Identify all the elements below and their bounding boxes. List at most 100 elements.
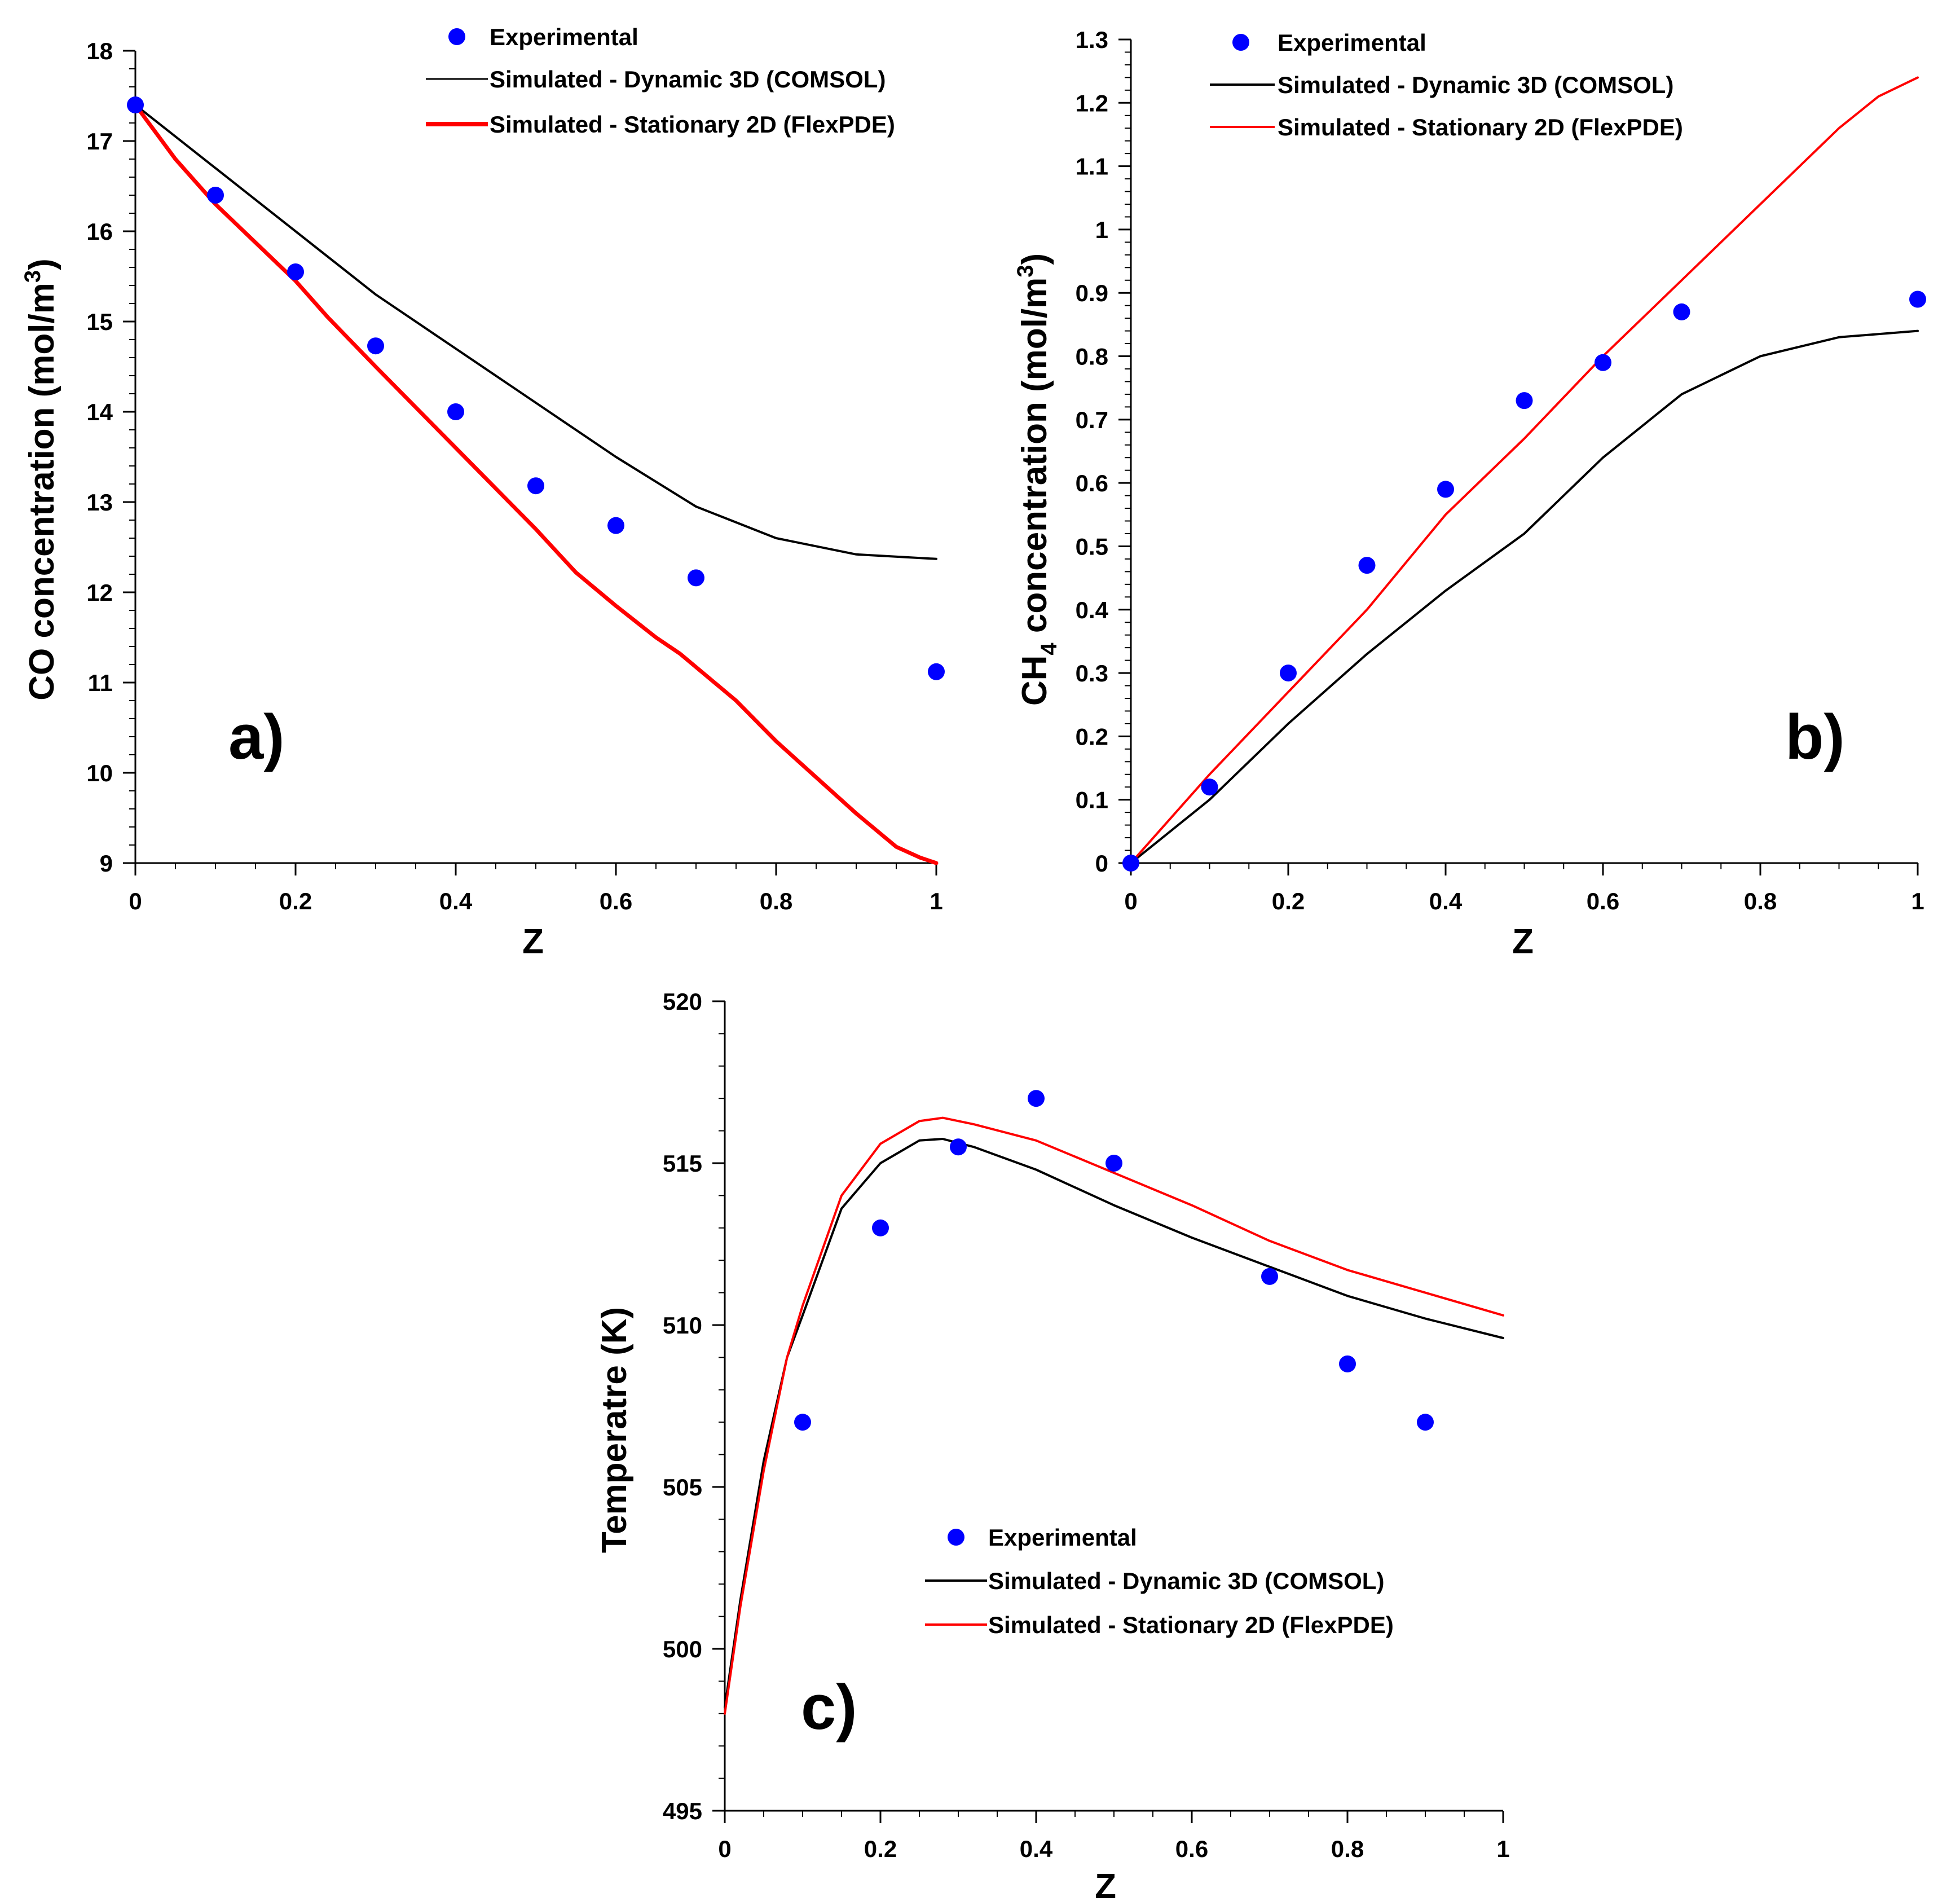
legend-b-label-comsol: Simulated - Dynamic 3D (COMSOL) xyxy=(1278,72,1673,98)
y-tick-label-b: 0.1 xyxy=(1076,787,1108,813)
legend-c: Experimental Simulated - Dynamic 3D (COM… xyxy=(925,1524,1394,1638)
legend-a-label-experimental: Experimental xyxy=(490,24,638,50)
y-tick-label-a: 16 xyxy=(86,218,113,245)
x-tick-label-b: 0.6 xyxy=(1587,888,1619,914)
x-tick-label-b: 1 xyxy=(1911,888,1924,914)
legend-b: Experimental Simulated - Dynamic 3D (COM… xyxy=(1210,29,1683,140)
legend-a: Experimental Simulated - Dynamic 3D (COM… xyxy=(426,24,895,138)
y-tick-label-c: 500 xyxy=(663,1636,702,1662)
y-tick-label-b: 0.3 xyxy=(1076,660,1108,687)
y-axis-label-b-end: ) xyxy=(1015,253,1054,265)
y-tick-label-a: 14 xyxy=(86,399,113,425)
y-tick-label-b: 0.8 xyxy=(1076,344,1108,370)
x-tick-label-b: 0.8 xyxy=(1744,888,1777,914)
data-point-b xyxy=(1358,557,1376,574)
x-tick-label-a: 0.2 xyxy=(279,888,312,914)
y-axis-label-a-end: ) xyxy=(23,258,61,270)
data-point-a xyxy=(688,569,704,587)
y-tick-label-b: 1.1 xyxy=(1076,153,1108,180)
legend-b-label-flexpde: Simulated - Stationary 2D (FlexPDE) xyxy=(1278,114,1683,140)
x-tick-label-c: 0.2 xyxy=(864,1836,897,1862)
y-axis-label-a: CO concentration (mol/m3) xyxy=(20,258,61,701)
y-tick-label-b: 0.7 xyxy=(1076,407,1108,433)
y-tick-label-a: 15 xyxy=(86,309,113,335)
data-point-b xyxy=(1280,665,1297,682)
y-tick-label-c: 515 xyxy=(663,1150,702,1177)
y-tick-label-a: 13 xyxy=(86,489,113,516)
y-tick-label-b: 0.9 xyxy=(1076,280,1108,306)
y-tick-label-a: 12 xyxy=(86,579,113,606)
data-point-a xyxy=(928,663,945,680)
series-line-b-2 xyxy=(1130,76,1919,864)
data-point-c xyxy=(1261,1268,1278,1285)
y-axis-label-c: Temperatre (K) xyxy=(595,1307,634,1553)
chart-panel-a: 9 10 11 12 13 14 15 16 17 18 0 0.2 0.4 0.6 0.8 1 Z CO c… xyxy=(20,24,945,961)
data-point-c xyxy=(1417,1414,1434,1431)
data-point-b xyxy=(1122,855,1139,872)
x-tick-label-a: 0 xyxy=(129,888,142,914)
panel-label-a: a) xyxy=(228,702,285,772)
data-point-b xyxy=(1201,778,1218,796)
series-line-b-1 xyxy=(1130,329,1919,864)
legend-a-label-comsol: Simulated - Dynamic 3D (COMSOL) xyxy=(490,66,886,93)
data-point-a xyxy=(527,477,544,495)
data-point-c xyxy=(794,1414,811,1431)
y-tick-label-b: 0.2 xyxy=(1076,723,1108,750)
x-tick-label-c: 0.4 xyxy=(1020,1836,1053,1862)
data-point-c xyxy=(1105,1155,1122,1172)
x-axis-label-b: Z xyxy=(1512,922,1534,961)
y-tick-label-a: 11 xyxy=(88,670,113,696)
series-line-a-1 xyxy=(134,104,937,560)
series-line-c-2 xyxy=(724,1116,1504,1715)
y-tick-label-b: 0.5 xyxy=(1076,533,1108,560)
y-tick-label-b: 0.4 xyxy=(1076,597,1109,623)
x-tick-label-a: 0.8 xyxy=(760,888,792,914)
y-axis-label-b-sup: 3 xyxy=(1013,265,1038,277)
data-point-c xyxy=(950,1138,967,1156)
chart-panel-c: 495 500 505 510 515 520 0 0.2 0.4 0.6 0.8 1 Z Tempe… xyxy=(595,988,1510,1901)
legend-c-label-flexpde: Simulated - Stationary 2D (FlexPDE) xyxy=(988,1612,1394,1638)
y-tick-label-c: 520 xyxy=(663,988,702,1015)
y-axis-label-b-main: concentration (mol/m xyxy=(1015,278,1054,643)
y-tick-label-a: 17 xyxy=(86,128,113,155)
x-tick-label-b: 0 xyxy=(1124,888,1137,914)
x-tick-label-b: 0.4 xyxy=(1429,888,1463,914)
legend-b-label-experimental: Experimental xyxy=(1278,29,1426,56)
y-axis-label-a-sup: 3 xyxy=(20,270,45,283)
x-tick-label-b: 0.2 xyxy=(1272,888,1305,914)
data-point-b xyxy=(1673,303,1690,320)
y-tick-label-a: 18 xyxy=(86,38,113,64)
y-tick-label-b: 1.3 xyxy=(1076,27,1108,53)
x-tick-label-c: 0 xyxy=(718,1836,731,1862)
data-point-a xyxy=(447,403,464,420)
y-tick-label-c: 505 xyxy=(663,1474,702,1500)
data-point-b xyxy=(1516,392,1533,410)
x-tick-label-c: 0.8 xyxy=(1331,1836,1364,1862)
legend-c-label-comsol: Simulated - Dynamic 3D (COMSOL) xyxy=(988,1568,1384,1594)
legend-a-label-flexpde: Simulated - Stationary 2D (FlexPDE) xyxy=(490,111,895,138)
data-point-a xyxy=(607,517,624,534)
plot-area-c: 495 500 505 510 515 520 0 0.2 0.4 0.6 0.8 1 xyxy=(663,988,1510,1862)
data-point-a xyxy=(207,187,224,204)
y-axis-label-b-sub: 4 xyxy=(1037,643,1062,655)
y-axis-label-b-pre: CH xyxy=(1015,655,1054,706)
data-point-a xyxy=(367,337,384,355)
y-tick-label-a: 9 xyxy=(100,850,113,877)
plot-area-b: 0 0.1 0.2 0.3 0.4 0.5 0.6 0.7 0.8 0.9 1 1.1 1.2 1.3 0 0… xyxy=(1076,27,1926,914)
legend-c-marker-experimental xyxy=(948,1529,964,1546)
legend-b-marker-experimental xyxy=(1232,34,1249,51)
x-tick-label-a: 1 xyxy=(930,888,942,914)
data-point-b xyxy=(1909,291,1926,308)
data-point-a xyxy=(127,96,144,113)
x-tick-label-c: 0.6 xyxy=(1175,1836,1208,1862)
x-axis-label-c: Z xyxy=(1095,1867,1116,1901)
data-point-a xyxy=(287,263,304,280)
x-axis-label-a: Z xyxy=(522,922,544,961)
data-point-b xyxy=(1437,481,1454,498)
y-tick-label-c: 495 xyxy=(663,1798,702,1824)
x-tick-label-a: 0.4 xyxy=(439,888,473,914)
x-tick-label-a: 0.6 xyxy=(600,888,632,914)
legend-c-label-experimental: Experimental xyxy=(988,1524,1137,1551)
data-point-c xyxy=(872,1219,889,1236)
